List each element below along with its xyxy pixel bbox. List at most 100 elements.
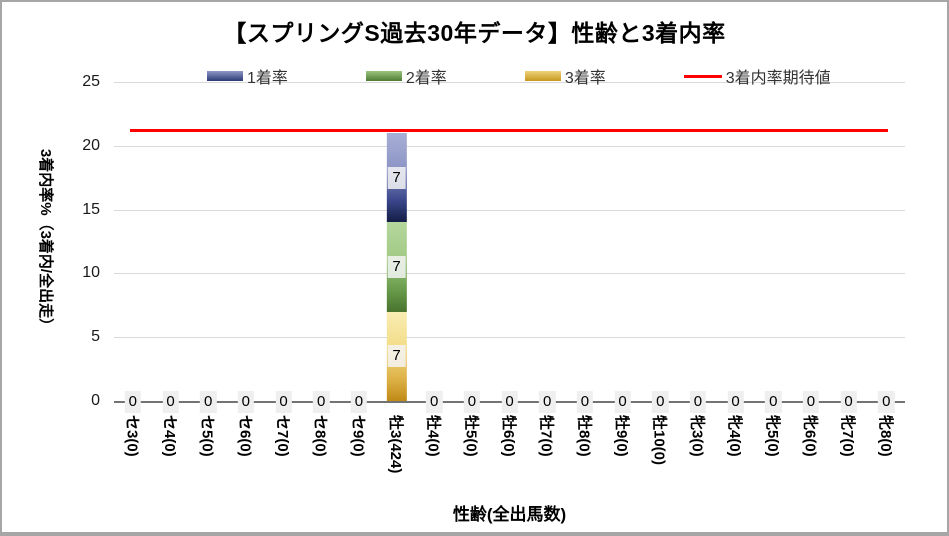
gridline bbox=[114, 273, 905, 275]
x-category-label: 牝5(0) bbox=[763, 415, 781, 457]
chart-title: 【スプリングS過去30年データ】性齢と3着内率 bbox=[223, 20, 726, 46]
zero-value-label: 0 bbox=[162, 391, 179, 413]
category-column: 0 セ9(0) bbox=[340, 82, 378, 457]
legend-line-swatch bbox=[683, 74, 722, 78]
x-category-label: セ4(0) bbox=[161, 415, 178, 457]
bar-value-label: 7 bbox=[387, 166, 406, 189]
x-category-label: 牡9(0) bbox=[613, 415, 631, 457]
legend-label: 2着率 bbox=[405, 70, 447, 87]
category-column: 0 牡5(0) bbox=[453, 82, 491, 457]
zero-value-label: 0 bbox=[614, 391, 631, 413]
y-tick-label: 20 bbox=[82, 136, 100, 154]
category-column: 0 牝5(0) bbox=[754, 82, 792, 457]
zero-value-label: 0 bbox=[350, 391, 368, 413]
x-category-label: セ9(0) bbox=[349, 415, 367, 457]
x-category-label: 牡8(0) bbox=[575, 415, 593, 457]
legend-item: 3着内率期待値 bbox=[683, 64, 831, 88]
gridline bbox=[114, 145, 905, 147]
zero-value-label: 0 bbox=[689, 391, 707, 413]
legend-color-swatch bbox=[365, 71, 402, 81]
x-category-label: セ6(0) bbox=[236, 415, 254, 457]
x-category-label: 牡7(0) bbox=[537, 415, 555, 457]
category-column: 0 牝8(0) bbox=[867, 82, 905, 457]
zero-value-label: 0 bbox=[124, 391, 141, 413]
category-column: 0 牝6(0) bbox=[792, 82, 830, 457]
category-column: 7 7 7 牡3(424) bbox=[378, 82, 416, 473]
bar-segment-s3: 7 bbox=[386, 311, 407, 401]
x-category-label: 牝7(0) bbox=[839, 415, 857, 457]
x-category-label: セ8(0) bbox=[311, 415, 329, 457]
y-tick-label: 0 bbox=[91, 392, 100, 409]
category-column: 0 セ3(0) bbox=[114, 82, 152, 457]
legend-color-swatch bbox=[207, 71, 243, 81]
category-column: 0 セ6(0) bbox=[227, 82, 265, 457]
category-columns: 0 セ3(0) 0 セ4(0) 0 セ5(0) 0 セ6(0) 0 セ7(0) 0 セ8(0) 0 セ9(… bbox=[114, 82, 905, 473]
category-column: 0 セ5(0) bbox=[189, 82, 227, 457]
gridline bbox=[114, 337, 905, 339]
category-column: 0 セ8(0) bbox=[302, 82, 340, 457]
x-category-label: 牝3(0) bbox=[688, 415, 706, 457]
legend-label: 1着率 bbox=[247, 70, 288, 87]
legend-label: 3着内率期待値 bbox=[725, 70, 831, 87]
bar-value-label: 7 bbox=[387, 345, 406, 368]
gridline bbox=[114, 82, 905, 83]
zero-value-label: 0 bbox=[275, 391, 292, 413]
y-axis-title: 3着内率%（3着内/全出走） bbox=[37, 148, 54, 334]
zero-value-label: 0 bbox=[313, 391, 330, 413]
x-category-label: 牡3(424) bbox=[387, 415, 405, 474]
bar-segment-s1: 7 bbox=[386, 133, 407, 223]
category-column: 0 牡6(0) bbox=[491, 82, 529, 457]
legend-item: 1着率 bbox=[207, 64, 288, 88]
category-column: 0 牡8(0) bbox=[566, 82, 604, 457]
x-category-label: セ3(0) bbox=[123, 415, 141, 457]
legend-item: 3着率 bbox=[524, 64, 606, 88]
zero-value-label: 0 bbox=[200, 391, 217, 413]
x-category-label: 牡4(0) bbox=[424, 415, 442, 457]
x-category-label: セ7(0) bbox=[274, 415, 292, 457]
x-category-label: 牡10(0) bbox=[650, 415, 668, 466]
legend-color-swatch bbox=[524, 71, 561, 81]
category-column: 0 牡9(0) bbox=[604, 82, 642, 457]
category-column: 0 牡4(0) bbox=[415, 82, 453, 457]
zero-value-label: 0 bbox=[237, 391, 255, 413]
y-tick-label: 15 bbox=[82, 200, 100, 218]
category-column: 0 牝4(0) bbox=[717, 82, 755, 457]
zero-value-label: 0 bbox=[765, 391, 782, 413]
legend-item: 2着率 bbox=[365, 64, 447, 88]
zero-value-label: 0 bbox=[426, 391, 443, 413]
category-column: 0 牡7(0) bbox=[528, 82, 566, 457]
zero-value-label: 0 bbox=[463, 391, 481, 413]
zero-value-label: 0 bbox=[501, 391, 518, 413]
zero-value-label: 0 bbox=[878, 391, 895, 413]
x-category-label: 牝8(0) bbox=[876, 415, 894, 457]
legend-label: 3着率 bbox=[564, 70, 606, 87]
category-column: 0 セ4(0) bbox=[152, 82, 190, 457]
zero-value-label: 0 bbox=[802, 391, 820, 413]
x-category-label: 牡6(0) bbox=[500, 415, 518, 457]
gridline bbox=[114, 209, 905, 211]
y-tick-label: 5 bbox=[91, 328, 100, 346]
category-column: 0 牡10(0) bbox=[641, 82, 679, 465]
bar-segment-s2: 7 bbox=[386, 222, 407, 312]
zero-value-label: 0 bbox=[576, 391, 594, 413]
legend: 1着率 2着率 3着率 3着内率期待値 bbox=[207, 64, 831, 88]
stacked-bar: 7 7 7 bbox=[386, 133, 407, 401]
zero-value-label: 0 bbox=[652, 391, 669, 413]
expected-value-line bbox=[130, 128, 888, 132]
x-category-label: 牝4(0) bbox=[726, 415, 744, 457]
y-tick-label: 25 bbox=[82, 73, 100, 90]
bar-value-label: 7 bbox=[387, 256, 406, 279]
zero-value-label: 0 bbox=[840, 391, 857, 413]
category-column: 0 牝3(0) bbox=[679, 82, 717, 457]
zero-value-label: 0 bbox=[539, 391, 556, 413]
x-category-label: 牝6(0) bbox=[801, 415, 819, 457]
x-axis-title: 性齢(全出馬数) bbox=[452, 505, 567, 524]
x-category-label: セ5(0) bbox=[198, 415, 216, 457]
x-category-label: 牡5(0) bbox=[462, 415, 480, 457]
zero-value-label: 0 bbox=[727, 391, 744, 413]
y-tick-label: 10 bbox=[82, 264, 100, 282]
category-column: 0 セ7(0) bbox=[265, 82, 303, 457]
category-column: 0 牝7(0) bbox=[830, 82, 868, 457]
plot-area: 0 セ3(0) 0 セ4(0) 0 セ5(0) 0 セ6(0) 0 セ7(0) 0 セ8(0) 0 セ9(… bbox=[82, 73, 905, 473]
